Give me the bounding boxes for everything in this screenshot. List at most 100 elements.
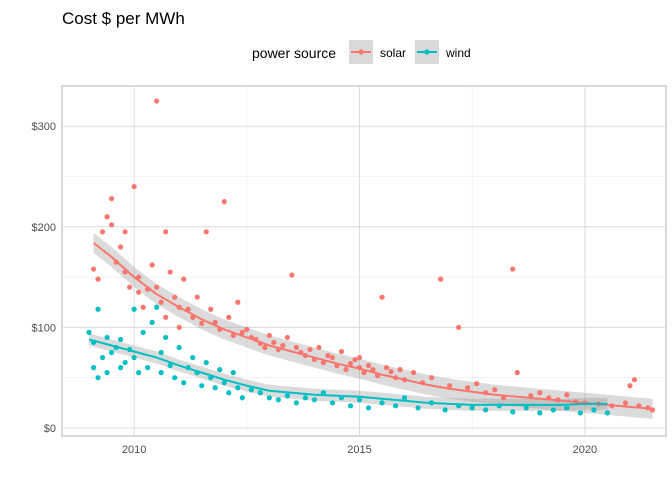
point-solar	[149, 262, 155, 268]
point-wind	[302, 395, 309, 401]
point-wind	[392, 403, 399, 409]
point-solar	[627, 383, 633, 389]
point-solar	[429, 375, 435, 381]
point-wind	[356, 397, 363, 403]
point-wind	[266, 395, 272, 401]
point-solar	[226, 314, 232, 320]
point-wind	[483, 407, 489, 413]
point-solar	[465, 385, 471, 391]
point-solar	[447, 383, 453, 389]
point-solar	[235, 299, 241, 305]
point-solar	[293, 344, 299, 351]
legend-item-wind: wind	[415, 40, 471, 64]
y-tick-label: $0	[44, 423, 56, 435]
point-wind	[117, 365, 124, 371]
point-solar	[90, 266, 97, 272]
point-solar	[361, 370, 367, 376]
point-wind	[230, 370, 236, 376]
legend-dot-wind	[424, 49, 430, 55]
point-solar	[163, 229, 169, 235]
axis-tick-labels: 2010 2015 2020 $0 $100 $200 $300	[32, 121, 598, 456]
point-wind	[550, 407, 556, 413]
point-solar	[410, 370, 417, 376]
point-solar	[365, 362, 372, 369]
grid	[62, 86, 666, 436]
point-solar	[379, 294, 385, 300]
point-solar	[199, 320, 205, 326]
band-solar	[93, 232, 653, 419]
point-solar	[95, 276, 101, 282]
point-solar	[136, 289, 142, 295]
point-wind	[221, 380, 227, 386]
point-wind	[122, 359, 128, 366]
point-wind	[248, 387, 254, 393]
point-solar	[99, 229, 106, 235]
point-wind	[131, 306, 137, 312]
point-wind	[293, 400, 299, 406]
point-solar	[564, 392, 570, 398]
point-solar	[347, 360, 354, 367]
point-solar	[208, 306, 214, 312]
y-tick-label: $100	[32, 322, 56, 334]
point-wind	[311, 397, 318, 403]
point-wind	[239, 395, 245, 401]
x-tick-label: 2020	[573, 444, 597, 456]
point-solar	[352, 356, 358, 363]
point-wind	[284, 393, 290, 399]
point-wind	[90, 365, 97, 371]
point-wind	[117, 336, 124, 343]
point-wind	[235, 385, 241, 391]
point-solar	[154, 284, 160, 290]
point-solar	[117, 244, 124, 250]
point-solar	[181, 276, 187, 282]
point-solar	[280, 342, 286, 349]
point-wind	[108, 349, 115, 356]
point-solar	[266, 332, 272, 339]
point-solar	[167, 269, 173, 275]
point-wind	[158, 349, 164, 356]
point-solar	[176, 324, 182, 330]
point-solar	[131, 183, 137, 190]
point-solar	[316, 344, 322, 351]
legend-label-solar: solar	[380, 46, 406, 60]
point-solar	[127, 284, 133, 290]
trend-lines	[88, 242, 653, 410]
point-wind	[365, 405, 372, 411]
x-tick-label: 2015	[347, 444, 371, 456]
point-wind	[257, 390, 263, 396]
point-solar	[622, 400, 629, 406]
legend-item-solar: solar	[349, 40, 406, 64]
point-solar	[329, 354, 336, 361]
x-tick-label: 2010	[122, 444, 146, 456]
point-wind	[172, 375, 178, 381]
legend-dot-solar	[358, 49, 364, 55]
point-wind	[203, 359, 209, 366]
legend-label-wind: wind	[445, 46, 471, 60]
point-solar	[537, 390, 543, 396]
point-wind	[136, 370, 142, 376]
point-wind	[212, 385, 218, 391]
point-wind	[104, 334, 110, 341]
point-solar	[172, 294, 178, 300]
plot-panel	[61, 85, 667, 437]
y-tick-label: $200	[32, 222, 56, 234]
point-solar	[456, 324, 462, 330]
point-wind	[226, 390, 232, 396]
legend: power source solar wind	[252, 40, 471, 64]
point-solar	[474, 381, 480, 387]
point-solar	[325, 352, 331, 359]
point-wind	[320, 390, 327, 396]
point-wind	[275, 397, 281, 403]
y-tick-label: $300	[32, 121, 56, 133]
point-solar	[438, 276, 444, 282]
trend-wind	[88, 338, 608, 406]
point-wind	[190, 354, 196, 361]
point-solar	[154, 98, 160, 104]
point-wind	[379, 400, 385, 406]
point-wind	[104, 370, 110, 376]
point-solar	[492, 387, 498, 393]
point-solar	[631, 377, 638, 383]
point-wind	[163, 334, 169, 341]
point-wind	[176, 344, 182, 351]
